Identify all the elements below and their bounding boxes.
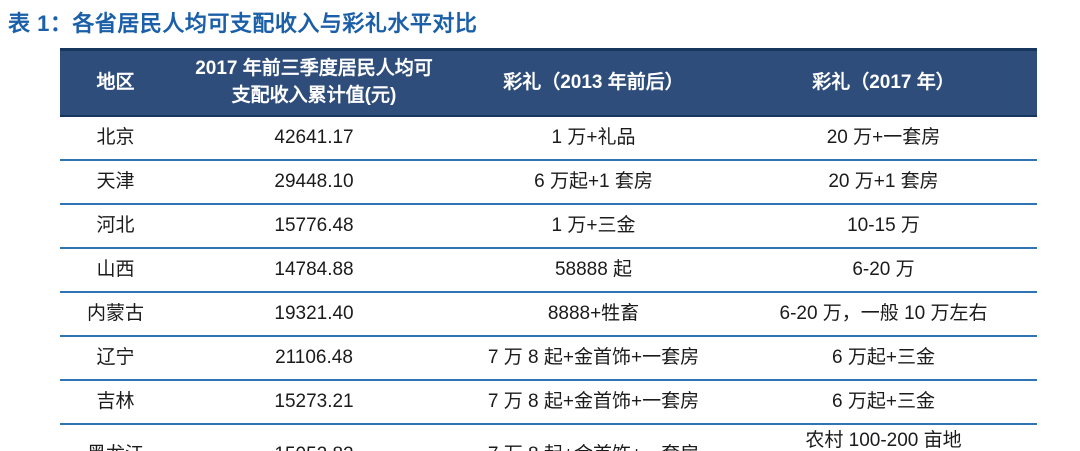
cell-region: 吉林 — [60, 380, 171, 425]
cell-brideprice-2017: 20 万+一套房 — [730, 116, 1037, 161]
cell-brideprice-2013: 7 万 8 起+金首饰+一套房 — [457, 380, 730, 425]
table-title: 表 1：各省居民人均可支配收入与彩礼水平对比 — [8, 11, 478, 36]
cell-brideprice-2013: 1 万+礼品 — [457, 116, 730, 161]
cell-region: 山西 — [60, 248, 171, 293]
table-row: 山西 14784.88 58888 起 6-20 万 — [60, 248, 1037, 293]
cell-income: 42641.17 — [171, 116, 457, 161]
header-row: 地区 2017 年前三季度居民人均可支配收入累计值(元) 彩礼（2013 年前后… — [60, 48, 1037, 117]
cell-income: 29448.10 — [171, 160, 457, 205]
comparison-table: 地区 2017 年前三季度居民人均可支配收入累计值(元) 彩礼（2013 年前后… — [60, 48, 1037, 451]
cell-income: 14784.88 — [171, 248, 457, 293]
cell-region: 河北 — [60, 204, 171, 249]
cell-region: 天津 — [60, 160, 171, 205]
col-header-brideprice-2017: 彩礼（2017 年） — [730, 48, 1037, 117]
cell-region: 北京 — [60, 116, 171, 161]
cell-brideprice-2013: 58888 起 — [457, 248, 730, 293]
comparison-table-wrap: 地区 2017 年前三季度居民人均可支配收入累计值(元) 彩礼（2013 年前后… — [60, 48, 1037, 451]
col-header-income-2017: 2017 年前三季度居民人均可支配收入累计值(元) — [171, 48, 457, 117]
table-row: 内蒙古 19321.40 8888+牲畜 6-20 万，一般 10 万左右 — [60, 292, 1037, 337]
table-row: 河北 15776.48 1 万+三金 10-15 万 — [60, 204, 1037, 249]
cell-region: 黑龙江 — [60, 424, 171, 451]
cell-brideprice-2013: 6 万起+1 套房 — [457, 160, 730, 205]
table-row: 辽宁 21106.48 7 万 8 起+金首饰+一套房 6 万起+三金 — [60, 336, 1037, 381]
cell-brideprice-2017: 农村 100-200 亩地 城市 10 万 — [730, 424, 1037, 451]
table-row: 黑龙江 15052.82 7 万 8 起+金首饰+一套房 农村 100-200 … — [60, 424, 1037, 451]
cell-region: 内蒙古 — [60, 292, 171, 337]
cell-brideprice-2017: 6-20 万，一般 10 万左右 — [730, 292, 1037, 337]
cell-income: 19321.40 — [171, 292, 457, 337]
cell-income: 15273.21 — [171, 380, 457, 425]
cell-brideprice-2013: 1 万+三金 — [457, 204, 730, 249]
cell-brideprice-2013: 8888+牲畜 — [457, 292, 730, 337]
cell-brideprice-2017: 10-15 万 — [730, 204, 1037, 249]
cell-brideprice-2013: 7 万 8 起+金首饰+一套房 — [457, 336, 730, 381]
col-header-region: 地区 — [60, 48, 171, 117]
cell-income: 15776.48 — [171, 204, 457, 249]
col-header-brideprice-2013: 彩礼（2013 年前后） — [457, 48, 730, 117]
cell-income: 15052.82 — [171, 424, 457, 451]
cell-brideprice-2017: 20 万+1 套房 — [730, 160, 1037, 205]
cell-region: 辽宁 — [60, 336, 171, 381]
table-row: 北京 42641.17 1 万+礼品 20 万+一套房 — [60, 116, 1037, 161]
table-row: 天津 29448.10 6 万起+1 套房 20 万+1 套房 — [60, 160, 1037, 205]
cell-brideprice-2017: 6-20 万 — [730, 248, 1037, 293]
cell-brideprice-2017: 6 万起+三金 — [730, 380, 1037, 425]
cell-income: 21106.48 — [171, 336, 457, 381]
cell-brideprice-2017: 6 万起+三金 — [730, 336, 1037, 381]
table-row: 吉林 15273.21 7 万 8 起+金首饰+一套房 6 万起+三金 — [60, 380, 1037, 425]
cell-brideprice-2013: 7 万 8 起+金首饰+一套房 — [457, 424, 730, 451]
